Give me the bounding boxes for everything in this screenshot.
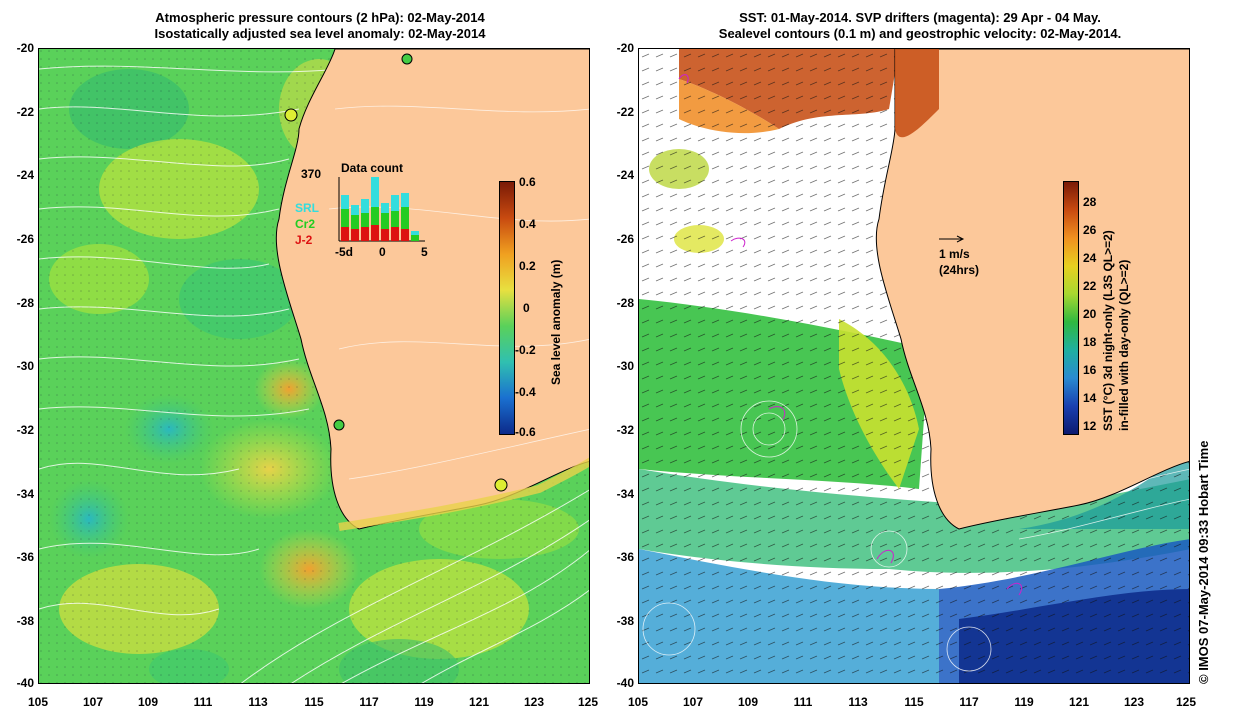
sla-colorbar-tick: 0.4 — [519, 217, 536, 231]
x-tick: 113 — [848, 695, 868, 709]
x-tick: 115 — [304, 695, 324, 709]
y-tick: -38 — [616, 614, 634, 628]
x-tick: 111 — [793, 695, 813, 709]
inset-xtick: 0 — [379, 245, 386, 259]
x-tick: 121 — [468, 695, 490, 709]
x-tick: 105 — [627, 695, 649, 709]
inset-xtick: 5 — [421, 245, 428, 259]
tide-gauge-marker — [401, 53, 413, 65]
sla-colorbar-tick: -0.6 — [515, 425, 536, 439]
sst-colorbar-tick: 22 — [1083, 279, 1097, 293]
sla-colorbar-tick: 0.6 — [519, 175, 536, 189]
y-tick: -38 — [16, 614, 34, 628]
right-title-line1: SST: 01-May-2014. SVP drifters (magenta)… — [739, 10, 1101, 25]
x-tick: 125 — [1175, 695, 1197, 709]
y-tick: -40 — [16, 676, 34, 690]
sst-colorbar-tick: 20 — [1083, 307, 1097, 321]
sla-colorbar-label: Sea level anomaly (m) — [549, 259, 563, 385]
right-map: 1 m/s (24hrs) 28 26 24 22 20 18 16 14 12… — [638, 48, 1190, 684]
sla-colorbar — [499, 181, 515, 435]
y-tick: -30 — [616, 359, 634, 373]
y-tick: -24 — [16, 168, 34, 182]
sst-colorbar — [1063, 181, 1079, 435]
inset-legend-cr2: Cr2 — [295, 217, 316, 231]
sla-colorbar-tick: 0.2 — [519, 259, 536, 273]
land-western-australia-sst — [875, 49, 1189, 530]
y-tick: -22 — [616, 105, 634, 119]
x-tick: 117 — [959, 695, 979, 709]
tide-gauge-marker — [494, 478, 508, 492]
right-title-line2: Sealevel contours (0.1 m) and geostrophi… — [718, 26, 1122, 41]
sla-colorbar-tick: 0 — [523, 301, 530, 315]
y-tick: -36 — [16, 550, 34, 564]
x-tick: 125 — [577, 695, 599, 709]
left-title-line2: Isostatically adjusted sea level anomaly… — [154, 26, 486, 41]
y-tick: -20 — [616, 41, 634, 55]
y-tick: -24 — [616, 168, 634, 182]
x-tick: 117 — [359, 695, 379, 709]
left-title: Atmospheric pressure contours (2 hPa): 0… — [60, 10, 580, 42]
y-tick: -28 — [616, 296, 634, 310]
inset-xtick: -5d — [335, 245, 353, 259]
velocity-scale-note: (24hrs) — [939, 263, 980, 277]
sst-colorbar-label-line2: in-filled with day-only (QL>=2) — [1117, 259, 1131, 431]
imos-credit: © IMOS 07-May-2014 09:33 Hobart Time — [1196, 440, 1211, 684]
x-tick: 121 — [1068, 695, 1090, 709]
y-tick: -40 — [616, 676, 634, 690]
y-tick: -22 — [16, 105, 34, 119]
x-tick: 123 — [1123, 695, 1145, 709]
y-tick: -30 — [16, 359, 34, 373]
y-tick: -20 — [16, 41, 34, 55]
y-tick: -32 — [616, 423, 634, 437]
sst-colorbar-tick: 12 — [1083, 419, 1097, 433]
sla-colorbar-tick: -0.2 — [515, 343, 536, 357]
sst-colorbar-tick: 18 — [1083, 335, 1097, 349]
y-tick: -36 — [616, 550, 634, 564]
left-map: 370 Data count SRL Cr2 J-2 -5d 0 5 0.6 0… — [38, 48, 590, 684]
right-title: SST: 01-May-2014. SVP drifters (magenta)… — [640, 10, 1200, 42]
sst-colorbar-tick: 24 — [1083, 251, 1097, 265]
inset-histogram — [338, 177, 425, 242]
inset-legend-srl: SRL — [295, 201, 319, 215]
y-tick: -34 — [616, 487, 634, 501]
y-tick: -26 — [16, 232, 34, 246]
sla-colorbar-tick: -0.4 — [515, 385, 536, 399]
y-tick: -34 — [16, 487, 34, 501]
x-tick: 119 — [414, 695, 434, 709]
x-tick: 119 — [1014, 695, 1034, 709]
x-tick: 109 — [737, 695, 759, 709]
left-title-line1: Atmospheric pressure contours (2 hPa): 0… — [155, 10, 485, 25]
x-tick: 111 — [193, 695, 213, 709]
x-tick: 123 — [523, 695, 545, 709]
right-map-svg — [639, 49, 1189, 683]
x-tick: 109 — [137, 695, 159, 709]
pressure-contours — [39, 65, 589, 683]
sst-colorbar-label-line1: SST (°C) 3d night-only (L3S QL>=2) — [1101, 230, 1115, 431]
velocity-scale-label: 1 m/s — [939, 247, 970, 261]
x-tick: 113 — [248, 695, 268, 709]
sst-colorbar-tick: 14 — [1083, 391, 1097, 405]
sst-colorbar-tick: 28 — [1083, 195, 1097, 209]
svp-drifters — [678, 74, 1023, 596]
tide-gauge-marker — [333, 419, 345, 431]
tide-gauge-marker — [284, 108, 298, 122]
y-tick: -28 — [16, 296, 34, 310]
x-tick: 107 — [82, 695, 104, 709]
left-map-svg — [39, 49, 589, 683]
x-tick: 107 — [682, 695, 704, 709]
y-tick: -26 — [616, 232, 634, 246]
inset-bars — [341, 177, 419, 241]
x-tick: 115 — [904, 695, 924, 709]
inset-max-label: 370 — [301, 167, 322, 181]
sst-colorbar-tick: 16 — [1083, 363, 1097, 377]
sst-colorbar-tick: 26 — [1083, 223, 1097, 237]
inset-legend-j2: J-2 — [295, 233, 313, 247]
inset-title: Data count — [341, 161, 404, 175]
y-tick: -32 — [16, 423, 34, 437]
x-tick: 105 — [27, 695, 49, 709]
